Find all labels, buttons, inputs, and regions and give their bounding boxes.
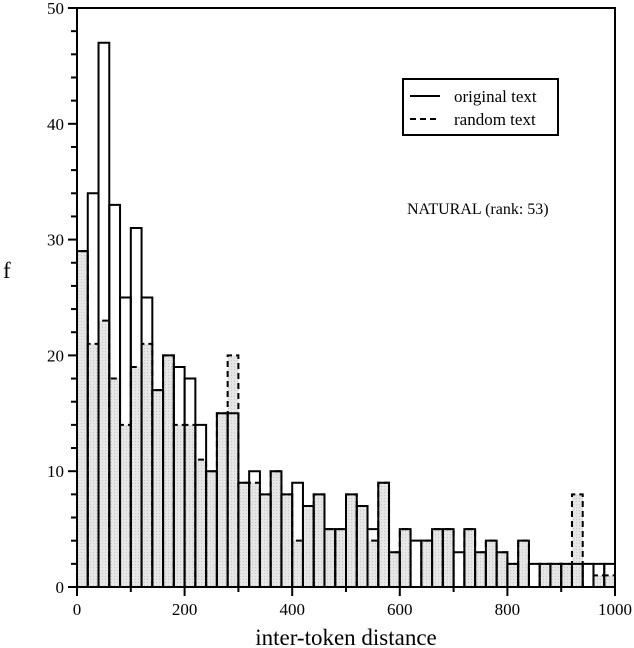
random-bar xyxy=(356,505,368,587)
random-bar xyxy=(550,563,562,587)
random-bar xyxy=(184,424,196,587)
random-bar xyxy=(141,343,153,587)
y-tick-label: 30 xyxy=(47,231,64,250)
random-bar xyxy=(292,540,303,587)
random-bar xyxy=(130,366,142,587)
random-bar xyxy=(507,563,519,587)
random-bar xyxy=(109,378,121,587)
random-bar xyxy=(302,505,314,587)
x-tick-label: 800 xyxy=(495,600,521,619)
random-bar xyxy=(324,529,336,587)
x-tick-label: 0 xyxy=(73,600,82,619)
y-tick-label: 0 xyxy=(56,578,65,597)
y-axis-title: f xyxy=(3,258,11,283)
y-tick-label: 10 xyxy=(47,462,64,481)
random-bar xyxy=(335,529,346,587)
x-tick-label: 1000 xyxy=(598,600,632,619)
random-bar xyxy=(120,424,131,587)
chart-annotation: NATURAL (rank: 53) xyxy=(407,201,549,218)
x-axis-title: inter-token distance xyxy=(255,625,437,648)
original-bar xyxy=(409,539,423,587)
random-bar xyxy=(561,563,572,587)
random-bar xyxy=(249,482,260,587)
random-bar xyxy=(346,494,357,587)
random-bar xyxy=(421,540,433,587)
random-bar xyxy=(173,424,185,587)
random-bar xyxy=(485,540,497,587)
original-bar xyxy=(581,562,595,587)
x-axis: 0 200 400 600 800 1000 xyxy=(73,587,632,619)
legend: original text random text xyxy=(402,78,559,136)
original-bar xyxy=(377,481,391,587)
random-bar xyxy=(152,390,164,587)
random-bar xyxy=(259,494,271,587)
x-tick-label: 400 xyxy=(279,600,305,619)
random-bar xyxy=(442,529,454,587)
random-bar xyxy=(464,529,476,587)
random-bar xyxy=(163,355,174,587)
y-axis: 0 10 20 30 40 50 xyxy=(47,0,77,597)
random-bar xyxy=(98,320,110,587)
legend-box xyxy=(402,78,559,136)
random-bar xyxy=(227,355,239,587)
original-bar xyxy=(527,562,541,587)
random-bar xyxy=(270,471,282,587)
random-bar xyxy=(432,529,443,587)
random-bar xyxy=(571,494,583,587)
y-tick-label: 50 xyxy=(47,0,64,18)
random-bar xyxy=(593,575,605,587)
random-bar xyxy=(496,552,508,587)
random-bar xyxy=(195,459,207,587)
y-tick-label: 40 xyxy=(47,115,64,134)
random-bar xyxy=(604,575,615,587)
legend-label-original: original text xyxy=(454,87,537,106)
random-bar xyxy=(206,471,217,587)
random-bar xyxy=(216,413,228,587)
x-tick-label: 600 xyxy=(387,600,413,619)
random-bar xyxy=(87,343,99,587)
y-tick-label: 20 xyxy=(47,346,64,365)
random-bar xyxy=(378,482,390,587)
random-bar xyxy=(389,552,400,587)
original-bar xyxy=(452,551,466,587)
random-bar xyxy=(77,251,88,587)
random-bar xyxy=(238,482,250,587)
random-bar xyxy=(539,563,551,587)
random-bar xyxy=(281,494,293,587)
x-tick-label: 200 xyxy=(172,600,198,619)
random-bar xyxy=(518,540,529,587)
random-bar xyxy=(475,552,486,587)
random-bar xyxy=(367,540,379,587)
random-bar xyxy=(399,529,411,587)
random-bar xyxy=(313,494,325,587)
legend-label-random: random text xyxy=(454,110,536,129)
